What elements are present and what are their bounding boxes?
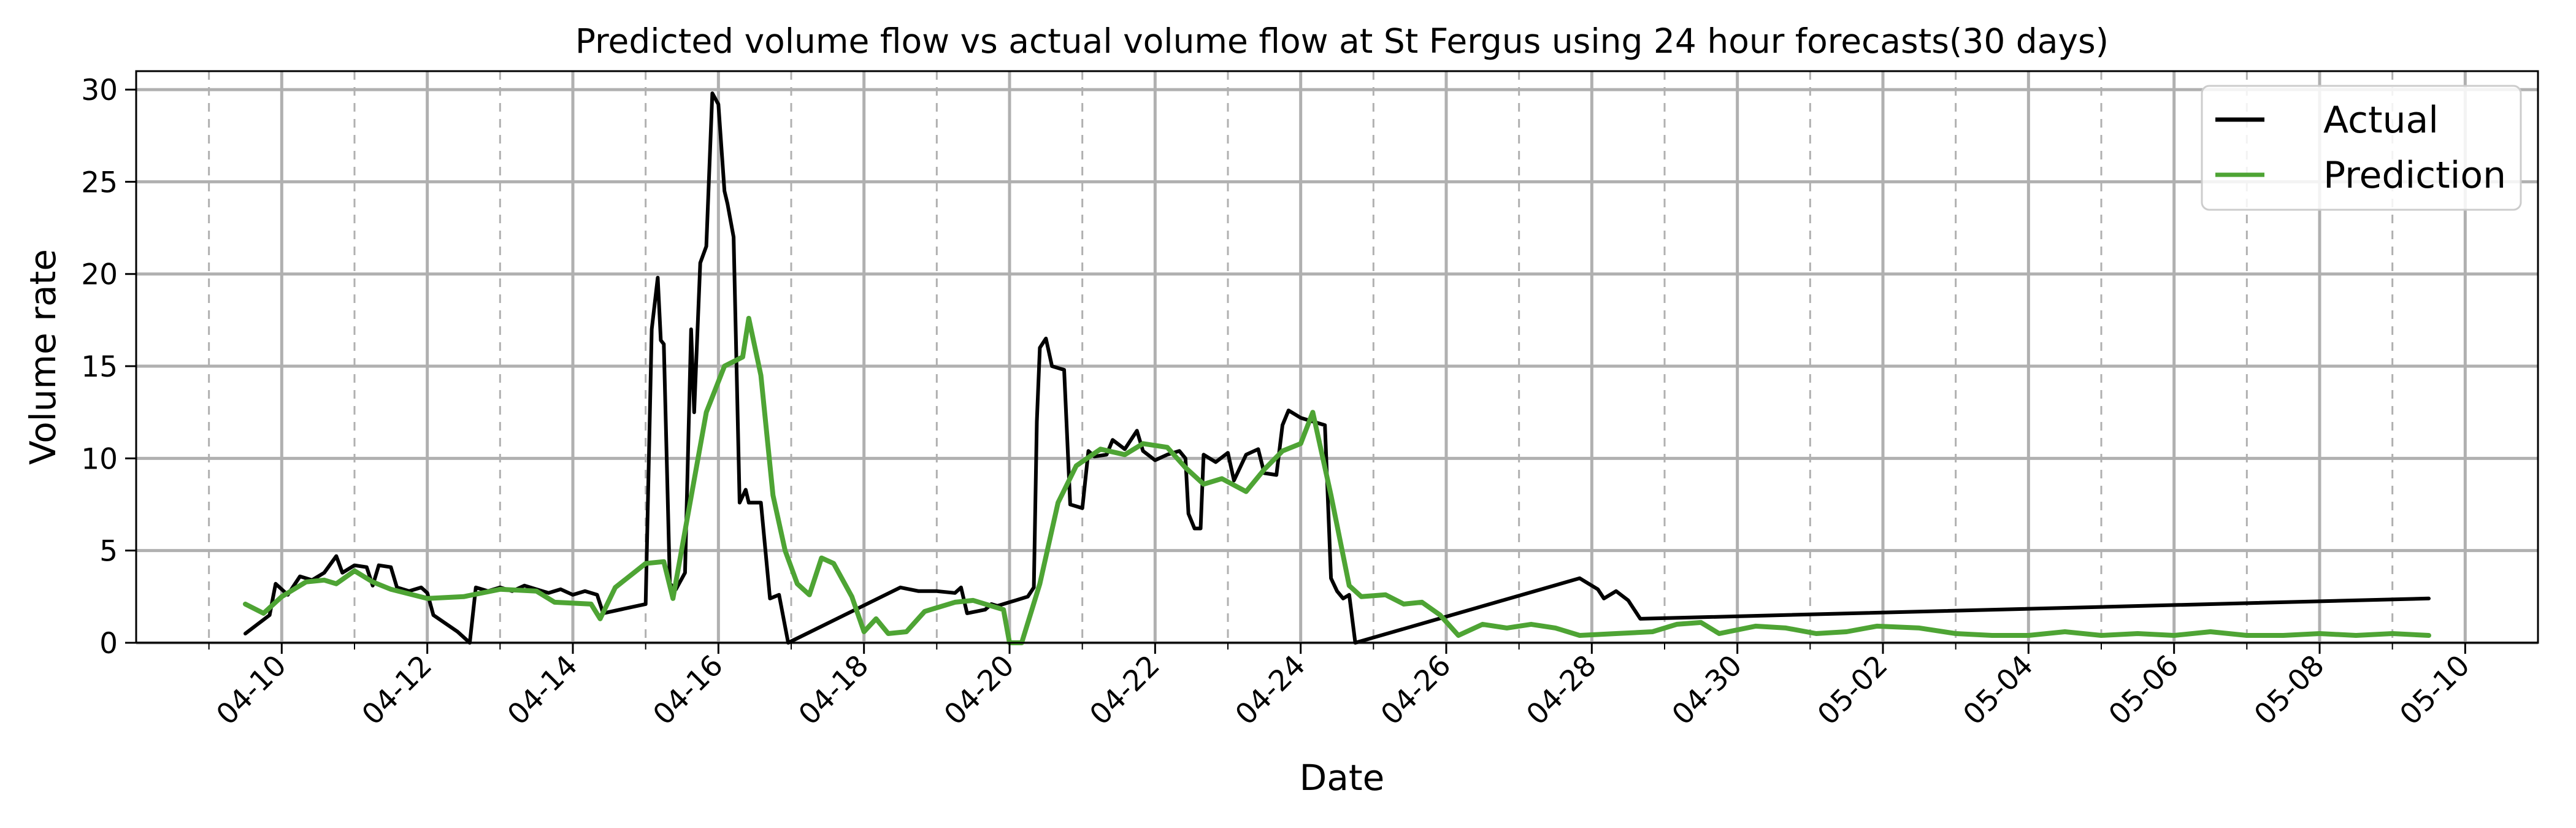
y-tick-label: 5	[99, 535, 118, 569]
y-tick-label: 25	[81, 166, 118, 199]
prediction-series-line	[243, 315, 2431, 645]
legend-box	[2201, 85, 2522, 211]
legend-label-actual: Actual	[2323, 99, 2439, 142]
legend-label-prediction: Prediction	[2323, 154, 2506, 197]
series-lines	[243, 91, 2431, 645]
grid	[136, 71, 2538, 645]
y-tick-label: 0	[99, 627, 118, 661]
y-axis-title: Volume rate	[22, 249, 64, 465]
chart-title: Predicted volume flow vs actual volume f…	[575, 21, 2109, 61]
legend: Actual Prediction	[2201, 85, 2522, 211]
y-tick-label: 20	[81, 258, 118, 292]
y-tick-label: 30	[81, 74, 118, 107]
y-tick-label: 10	[81, 442, 118, 476]
x-axis-title: Date	[1300, 757, 1385, 799]
y-tick-label: 15	[81, 350, 118, 384]
plot-frame	[135, 70, 2539, 644]
